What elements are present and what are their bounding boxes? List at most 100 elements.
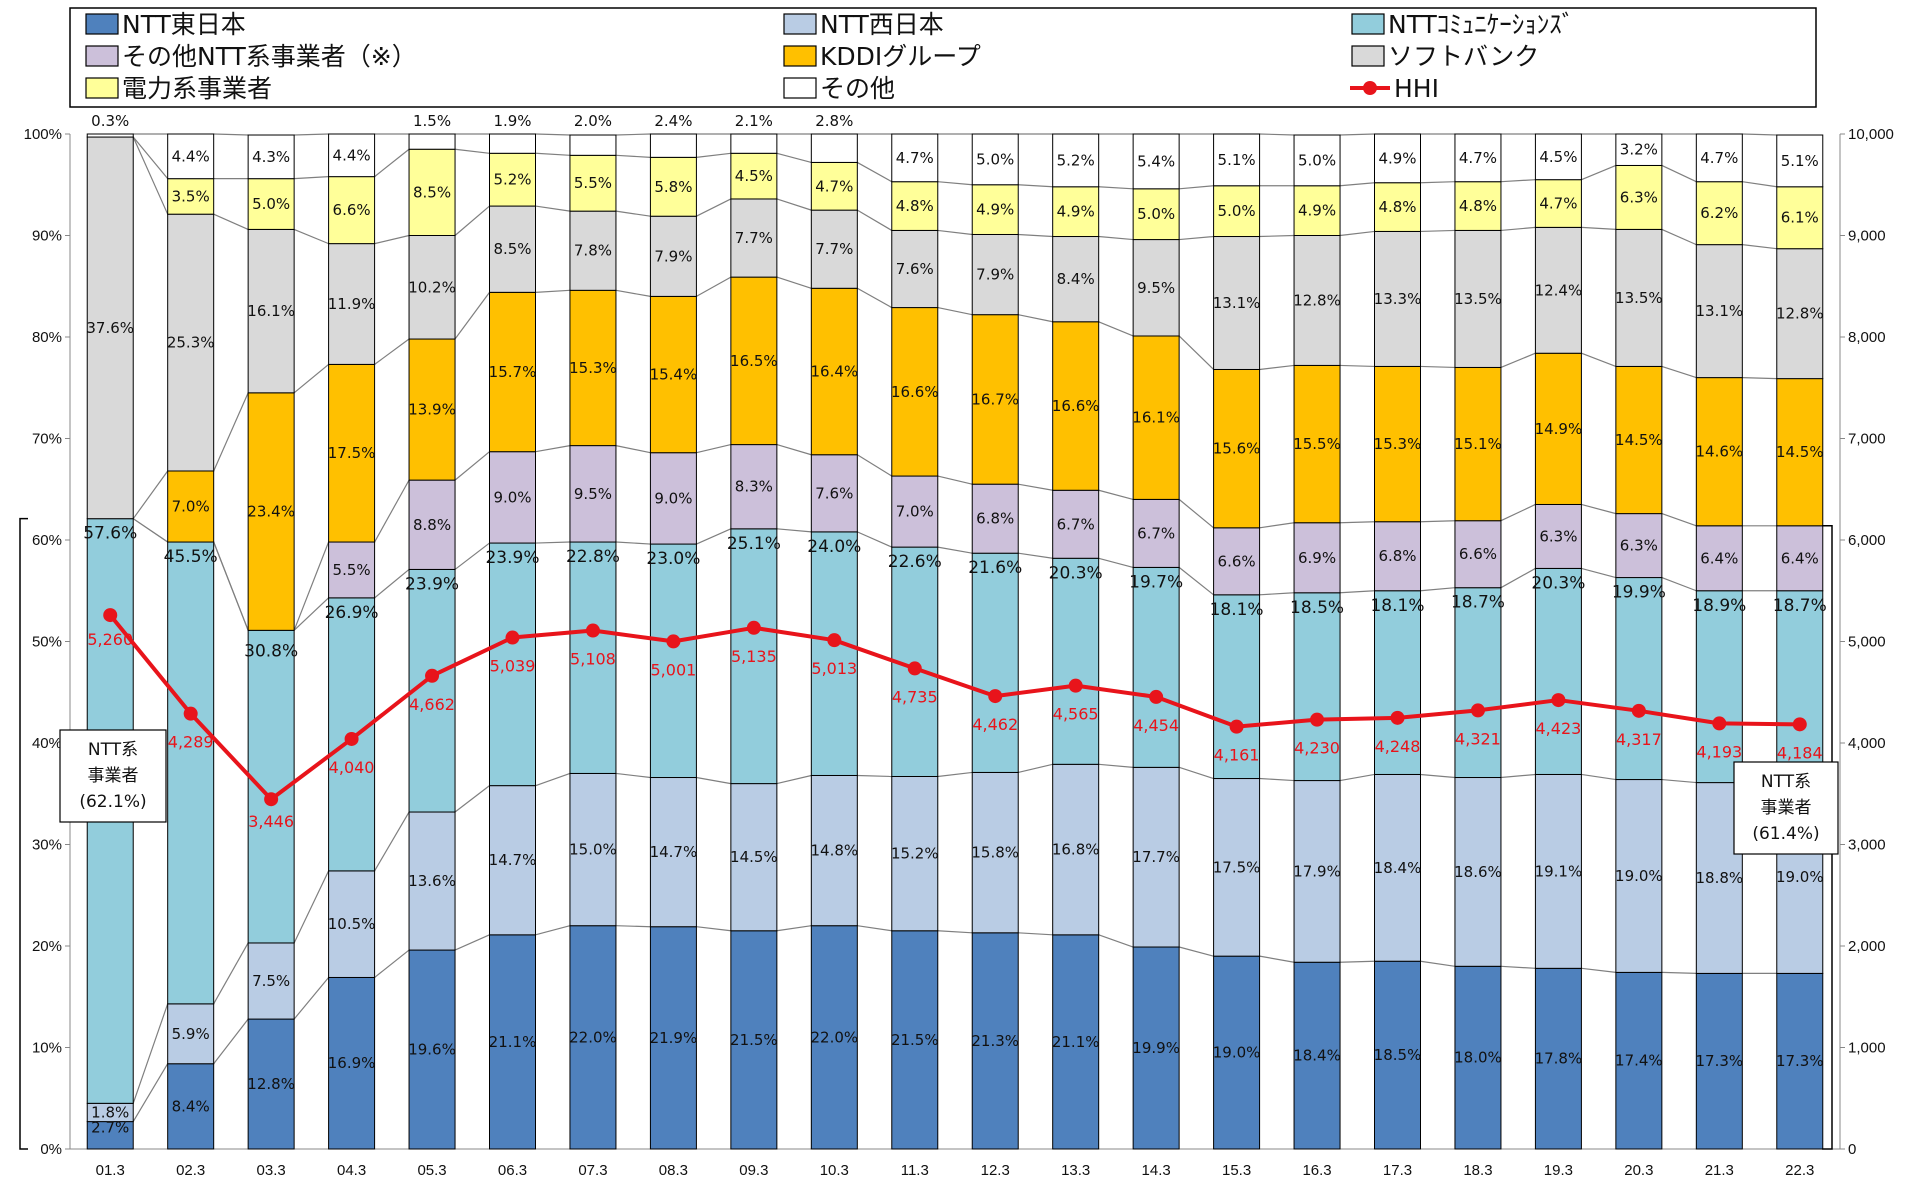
connector-line <box>696 198 732 217</box>
bar-segment-other <box>1374 133 1421 184</box>
segment-label-ntt_east: 17.4% <box>1615 1052 1663 1070</box>
segment-label-ntt_com: 26.9% <box>325 603 379 623</box>
bar-segment-power <box>810 161 858 211</box>
bar-07.3 <box>569 134 617 1150</box>
bar-segment-kddi <box>1615 365 1663 515</box>
bar-segment-ntt_west <box>1615 779 1663 973</box>
connector-line <box>374 338 410 365</box>
connector-line <box>1259 133 1295 136</box>
connector-line <box>857 454 893 477</box>
connector-line <box>213 541 249 631</box>
segment-label-ntt_com: 18.7% <box>1451 593 1505 613</box>
legend-label-ntt_com: NTTｺﾐｭﾆｹｰｼｮﾝｽﾞ <box>1388 10 1574 39</box>
hhi-series: 5,260 4,289 3,446 4,040 4,662 5,039 5,108 5,001… <box>87 608 1823 831</box>
bar-segment-other <box>1132 133 1180 190</box>
connector-line <box>1098 235 1134 241</box>
connector-line <box>1742 244 1777 250</box>
segment-label-other_ntt: 6.4% <box>1781 549 1819 567</box>
connector-line <box>1339 773 1375 782</box>
segment-label-ntt_west: 14.7% <box>650 843 698 861</box>
bar-segment-ntt_com <box>1293 592 1341 782</box>
connector-line <box>615 925 651 928</box>
connector-line <box>1420 773 1456 779</box>
segment-label-power: 4.9% <box>1057 203 1095 221</box>
connector-line <box>374 811 410 872</box>
legend-box <box>69 7 1817 108</box>
segment-label-other_ntt: 7.0% <box>896 503 934 521</box>
segment-label-ntt_east: 18.4% <box>1293 1047 1341 1065</box>
segment-label-ntt_west: 13.6% <box>408 872 456 890</box>
segment-label-power: 4.7% <box>815 177 853 195</box>
segment-label-ntt_west: 16.8% <box>1052 841 1100 859</box>
hhi-line <box>108 613 1800 802</box>
segment-label-other_ntt: 6.3% <box>1620 537 1658 555</box>
bar-09.3 <box>730 133 778 1150</box>
bar-segment-softbank <box>569 210 617 291</box>
hhi-point <box>264 792 279 807</box>
legend-label-ntt_west: NTT西日本 <box>820 10 944 39</box>
bar-segment-other <box>1534 133 1582 181</box>
segment-label-kddi: 13.9% <box>408 401 456 419</box>
bar-segment-other <box>730 133 778 154</box>
connector-line <box>1581 967 1616 973</box>
segment-label-other: 0.3% <box>91 112 129 130</box>
segment-label-kddi: 15.4% <box>650 366 698 384</box>
bar-segment-softbank <box>1534 226 1582 354</box>
hhi-data-label: 5,108 <box>570 650 616 669</box>
bar-segment-ntt_east <box>489 934 536 1150</box>
connector-line <box>535 445 571 453</box>
segment-label-ntt_east: 19.6% <box>408 1041 456 1059</box>
bar-08.3 <box>649 133 697 1150</box>
connector-line <box>1018 483 1053 491</box>
connector-line <box>937 771 973 778</box>
bar-segment-other <box>1454 133 1502 183</box>
connector-line <box>1018 184 1053 188</box>
bar-segment-ntt_com <box>1213 594 1261 780</box>
segment-label-other_ntt: 5.5% <box>333 561 371 579</box>
connector-line <box>1420 365 1455 369</box>
connector-line <box>535 133 570 136</box>
bar-segment-ntt_com <box>1615 577 1663 781</box>
segment-label-other_ntt: 9.0% <box>493 488 531 506</box>
connector-line <box>1581 773 1616 781</box>
segment-label-power: 4.8% <box>1378 198 1416 216</box>
hhi-data-label: 3,446 <box>248 812 294 831</box>
connector-line <box>1018 233 1053 238</box>
bar-segment-kddi <box>1776 378 1824 527</box>
connector-line <box>1420 229 1455 233</box>
legend-swatch-ntt_east <box>85 13 119 35</box>
x-tick-label: 16.3 <box>1302 1162 1331 1179</box>
x-tick-label: 15.3 <box>1222 1162 1251 1179</box>
segment-label-ntt_east: 18.5% <box>1374 1046 1422 1064</box>
y-left-tick-label: 90% <box>32 228 62 245</box>
connector-line <box>454 451 490 481</box>
bar-21.3 <box>1695 133 1743 1150</box>
bar-segment-other <box>971 133 1019 186</box>
x-tick-label: 04.3 <box>337 1162 366 1179</box>
bar-05.3 <box>408 133 456 1150</box>
y-right-tick-label: 3,000 <box>1848 837 1886 854</box>
y-left-tick-label: 70% <box>32 431 62 448</box>
bar-02.3 <box>167 133 215 1150</box>
connector-line <box>1420 520 1455 523</box>
bar-segment-other_ntt <box>328 541 376 599</box>
segment-label-softbank: 12.8% <box>1776 305 1824 323</box>
bar-16.3 <box>1293 134 1341 1150</box>
connector-line <box>535 925 571 936</box>
segment-label-other_ntt: 6.9% <box>1298 549 1336 567</box>
bar-segment-power <box>1052 186 1100 238</box>
hhi-data-label: 5,039 <box>490 657 536 676</box>
bar-segment-kddi <box>247 392 295 631</box>
connector-line <box>1581 567 1617 579</box>
bar-segment-ntt_east <box>1615 971 1663 1150</box>
connectors <box>132 133 1777 1122</box>
segment-label-ntt_com: 22.8% <box>566 547 620 567</box>
bar-segment-other_ntt <box>1534 503 1582 569</box>
bar-segment-kddi <box>730 276 778 446</box>
segment-label-other: 2.1% <box>735 112 773 130</box>
bar-segment-other <box>167 133 215 180</box>
hhi-data-label: 5,013 <box>811 659 857 678</box>
connector-line <box>1098 934 1134 948</box>
segment-label-other: 4.9% <box>1378 149 1416 167</box>
